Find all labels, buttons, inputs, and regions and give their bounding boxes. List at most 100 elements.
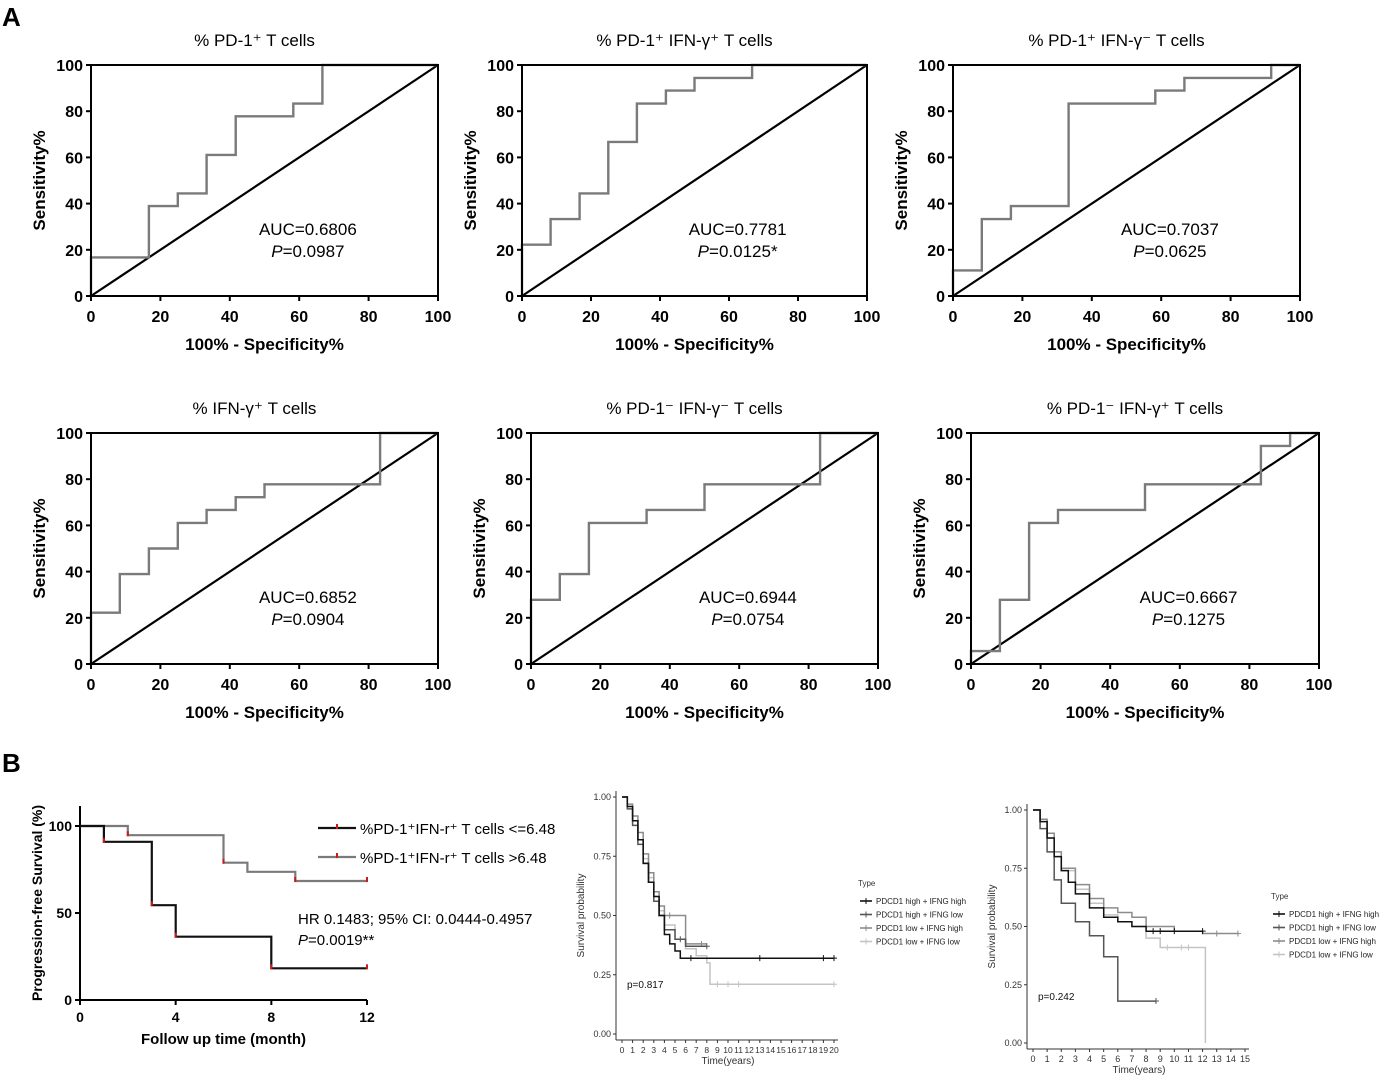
- censor-mark: [1234, 930, 1241, 937]
- y-tick-label: 80: [945, 472, 963, 489]
- censor-mark: [756, 955, 763, 962]
- x-tick-label: 0: [1030, 1054, 1035, 1064]
- x-tick-label: 20: [829, 1045, 839, 1055]
- legend-title: Type: [1271, 892, 1289, 901]
- y-tick-label: 60: [945, 518, 963, 535]
- y-tick-label: 0.00: [593, 1029, 611, 1039]
- x-tick-label: 19: [819, 1045, 829, 1055]
- x-tick-label: 4: [662, 1045, 667, 1055]
- p-value: =0.0754: [723, 610, 785, 629]
- legend-label: %PD-1⁺IFN-r⁺ T cells <=6.48: [360, 821, 555, 838]
- x-tick-label: 9: [715, 1045, 720, 1055]
- y-tick-label: 20: [496, 243, 514, 260]
- x-tick-label: 6: [1115, 1054, 1120, 1064]
- y-tick-label: 0.00: [1004, 1038, 1022, 1048]
- x-tick-label: 18: [808, 1045, 818, 1055]
- y-axis-label: Sensitivity%: [30, 130, 49, 230]
- x-tick-label: 2: [1059, 1054, 1064, 1064]
- y-axis-label: Progression-free Survival (%): [29, 805, 45, 1001]
- reference-diagonal: [970, 432, 1320, 665]
- x-tick-label: 2: [641, 1045, 646, 1055]
- censor-mark: [1157, 928, 1164, 935]
- p-value: =0.0125*: [709, 242, 778, 261]
- legend-label: PDCD1 low + IFNG low: [1289, 951, 1373, 960]
- censor-mark: [1185, 944, 1192, 951]
- p-value-label: P=0.1275: [1152, 610, 1225, 629]
- x-tick-label: 12: [1198, 1054, 1208, 1064]
- x-tick-label: 13: [755, 1045, 765, 1055]
- x-tick-label: 12: [744, 1045, 754, 1055]
- x-axis-label: 100% - Specificity%: [615, 335, 774, 354]
- x-tick-label: 80: [360, 677, 378, 694]
- x-tick-label: 12: [359, 1009, 375, 1025]
- y-tick-label: 80: [65, 472, 83, 489]
- p-value: =0.0904: [283, 610, 345, 629]
- km-curve-3: [1033, 809, 1238, 935]
- p-value-label: P=0.0754: [711, 610, 784, 629]
- x-axis-label: 100% - Specificity%: [1066, 703, 1225, 722]
- x-tick-label: 40: [661, 677, 679, 694]
- y-tick-label: 0.50: [593, 911, 611, 921]
- x-tick-label: 3: [1073, 1054, 1078, 1064]
- legend-title: Type: [858, 879, 876, 888]
- y-tick-label: 100: [487, 58, 514, 75]
- x-tick-label: 17: [797, 1045, 807, 1055]
- p-value: =0.0625: [1145, 242, 1207, 261]
- y-tick-label: 100: [56, 58, 83, 75]
- x-tick-label: 0: [87, 677, 96, 694]
- x-tick-label: 80: [1241, 677, 1259, 694]
- x-tick-label: 14: [766, 1045, 776, 1055]
- x-axis-label: 100% - Specificity%: [185, 703, 344, 722]
- x-tick-label: 60: [720, 309, 738, 326]
- x-tick-label: 0: [967, 677, 976, 694]
- censor-mark: [687, 955, 694, 962]
- x-tick-label: 4: [172, 1009, 180, 1025]
- roc-title: % IFN-γ⁺ T cells: [193, 399, 317, 418]
- x-tick-label: 10: [1169, 1054, 1179, 1064]
- censor-mark: [831, 981, 837, 988]
- x-tick-label: 80: [800, 677, 818, 694]
- p-value-label: P=0.0987: [271, 242, 344, 261]
- p-symbol: P: [1152, 610, 1164, 629]
- x-tick-label: 5: [1101, 1054, 1106, 1064]
- y-tick-label: 100: [56, 426, 83, 443]
- reference-diagonal: [952, 64, 1301, 297]
- x-tick-label: 0: [620, 1045, 625, 1055]
- y-tick-label: 0: [74, 657, 83, 674]
- p-symbol: P: [711, 610, 723, 629]
- y-tick-label: 40: [65, 197, 83, 214]
- roc-curve: [520, 63, 867, 296]
- plot-frame: [521, 64, 868, 297]
- x-tick-label: 0: [518, 309, 527, 326]
- p-value: =0.0019**: [308, 932, 374, 949]
- x-tick-label: 5: [673, 1045, 678, 1055]
- plot-frame: [90, 64, 439, 297]
- x-tick-label: 60: [1152, 309, 1170, 326]
- km-curve-series-2: [80, 824, 367, 883]
- roc-chart-6: % PD-1⁻ IFN-γ⁺ T cells 0 20 40 60 80 100 0 20 40 6…: [910, 399, 1332, 722]
- y-tick-label: 100: [936, 426, 963, 443]
- censor-mark: [1199, 928, 1206, 935]
- censor-mark: [1164, 944, 1171, 951]
- x-tick-label: 40: [1101, 677, 1119, 694]
- panel-a-label: A: [2, 2, 21, 32]
- auc-label: AUC=0.7037: [1121, 220, 1219, 239]
- y-tick-label: 0: [64, 992, 72, 1008]
- roc-curve: [969, 431, 1319, 664]
- plot-frame: [970, 432, 1320, 665]
- p-value-label: P=0.0125*: [698, 242, 778, 261]
- y-tick-label: 60: [505, 518, 523, 535]
- p-value: =0.1275: [1163, 610, 1225, 629]
- x-tick-label: 8: [267, 1009, 275, 1025]
- x-tick-label: 40: [651, 309, 669, 326]
- auc-label: AUC=0.6852: [259, 588, 357, 607]
- plot-frame: [952, 64, 1301, 297]
- hr-label: HR 0.1483; 95% CI: 0.0444-0.4957: [298, 911, 532, 928]
- x-tick-label: 7: [1129, 1054, 1134, 1064]
- x-tick-label: 4: [1087, 1054, 1092, 1064]
- p-value-label: p=0.817: [627, 980, 664, 991]
- y-axis-label: Sensitivity%: [910, 498, 929, 598]
- km-curve-series-1: [80, 824, 367, 970]
- x-axis-label: 100% - Specificity%: [185, 335, 344, 354]
